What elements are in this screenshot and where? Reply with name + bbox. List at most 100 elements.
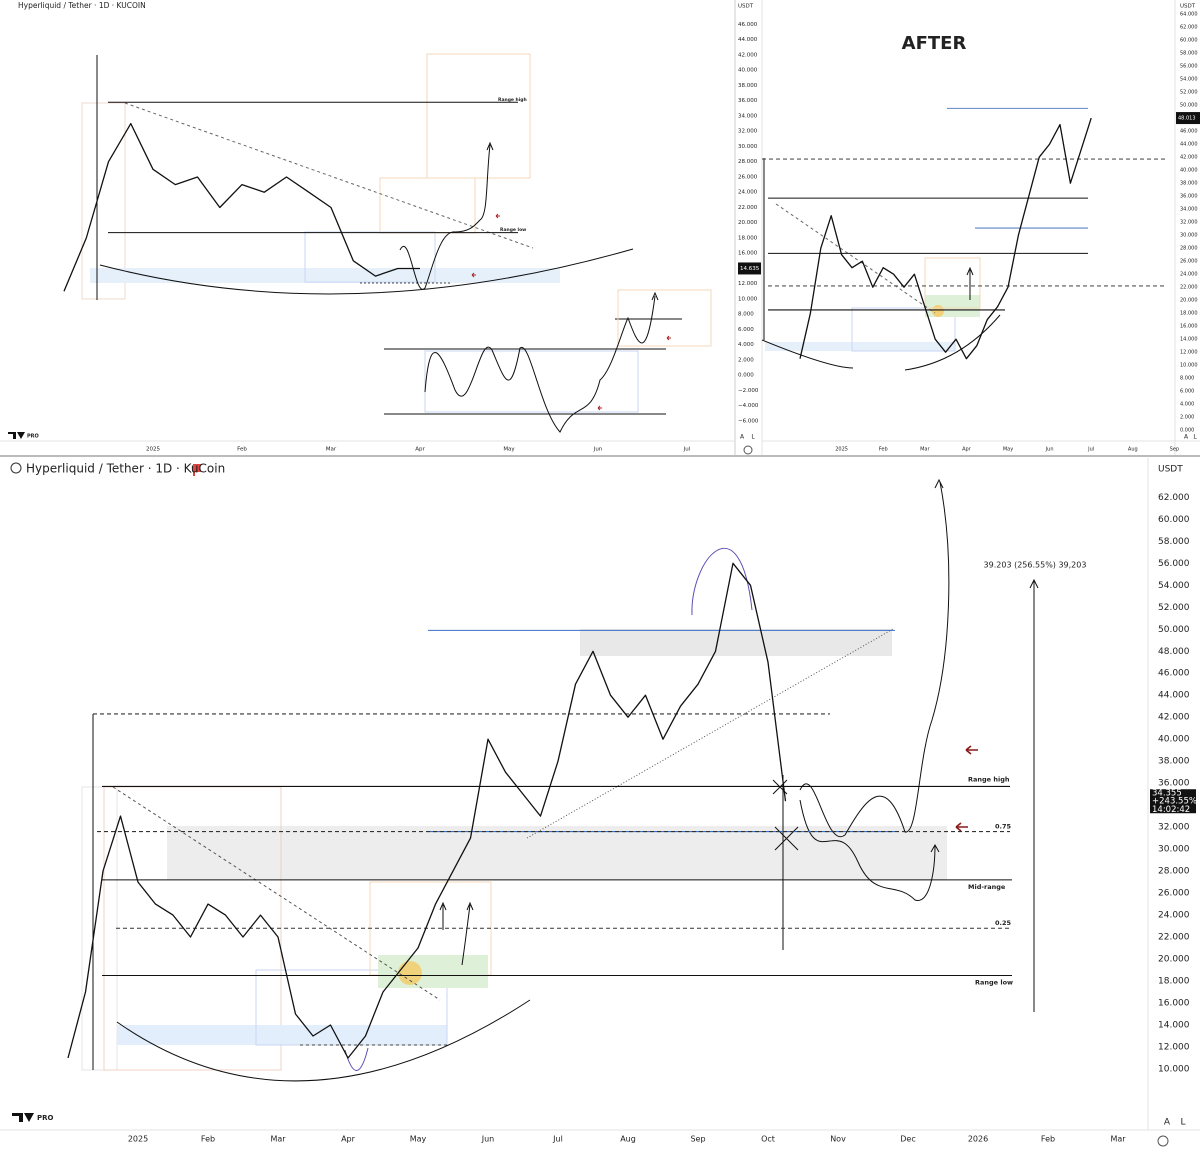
x-tick-label: Jul <box>552 1135 563 1144</box>
y-tick-label: 30.000 <box>738 144 758 150</box>
y-tick-label: 40.000 <box>1158 735 1190 745</box>
level-label: Range low <box>500 227 526 233</box>
x-tick-label: Jun <box>481 1135 495 1144</box>
x-tick-label: Mar <box>270 1135 286 1144</box>
axis-button[interactable]: A <box>1164 1118 1171 1128</box>
x-tick-label: 2025 <box>128 1135 148 1144</box>
logo-mark <box>12 1113 34 1122</box>
price-tag-text: +243.55% <box>1152 797 1197 807</box>
arrow-head <box>934 478 944 489</box>
x-tick-label: Jun <box>1045 447 1054 453</box>
zone-outline <box>424 350 639 413</box>
y-tick-label: 8.000 <box>1180 376 1194 382</box>
projection-path <box>799 481 950 838</box>
x-tick-label: May <box>503 447 515 453</box>
y-tick-label: 14.000 <box>1180 337 1198 343</box>
axis-button[interactable]: A <box>1184 434 1189 441</box>
x-tick-label: Feb <box>1041 1135 1055 1144</box>
price-tag-text: 14.635 <box>740 266 760 272</box>
arrow <box>461 901 474 966</box>
price-tag-text: 34.355 <box>1152 789 1182 799</box>
y-tick-label: 16.000 <box>1180 324 1198 330</box>
y-tick-label: 40.000 <box>738 68 758 74</box>
currency-label: USDT <box>1158 465 1183 475</box>
x-tick-label: Feb <box>879 447 888 453</box>
y-tick-label: 20.000 <box>1180 298 1198 304</box>
price-tag <box>1150 789 1196 814</box>
y-tick-label: 16.000 <box>738 251 758 257</box>
y-tick-label: 10.000 <box>738 296 758 302</box>
bowl-curve <box>904 314 1001 371</box>
y-tick-label: 56.000 <box>1158 559 1190 569</box>
axis-button[interactable]: L <box>751 434 755 441</box>
zone-outline <box>617 289 712 347</box>
y-tick-label: 64.000 <box>1180 12 1198 18</box>
bowl-curve <box>99 248 634 295</box>
y-tick-label: −2.000 <box>738 388 759 394</box>
demand-zone <box>117 1025 447 1045</box>
y-tick-label: 22.000 <box>1158 933 1190 943</box>
y-tick-label: 46.000 <box>738 22 758 28</box>
y-tick-label: 30.000 <box>1158 845 1190 855</box>
trend-line <box>112 786 441 1001</box>
y-tick-label: 42.000 <box>1158 713 1190 723</box>
y-tick-label: 44.000 <box>738 37 758 43</box>
y-tick-label: 22.000 <box>738 205 758 211</box>
y-tick-label: 2.000 <box>738 357 754 363</box>
y-tick-label: 44.000 <box>1158 691 1190 701</box>
x-tick-label: Dec <box>900 1135 915 1144</box>
y-tick-label: 36.000 <box>1158 779 1190 789</box>
logo-text: PRO <box>37 1114 54 1122</box>
y-tick-label: 18.000 <box>738 235 758 241</box>
axis-button[interactable]: A <box>740 434 745 441</box>
arrow-marker <box>471 272 476 278</box>
trend-line <box>775 203 936 314</box>
x-tick-label: Mar <box>920 447 930 453</box>
y-tick-label: −6.000 <box>738 418 759 424</box>
y-tick-label: 20.000 <box>738 220 758 226</box>
bowl-curve <box>761 339 854 369</box>
x-tick-label: 2026 <box>968 1135 988 1144</box>
level-label: Range low <box>975 979 1013 987</box>
y-tick-label: 52.000 <box>1158 603 1190 613</box>
x-tick-label: Jul <box>1087 447 1094 453</box>
x-tick-label: 2025 <box>835 447 848 453</box>
x-tick-label: Jul <box>683 447 691 453</box>
y-tick-label: 18.000 <box>1158 977 1190 987</box>
arrow-marker <box>965 745 978 755</box>
price-line <box>799 117 1092 360</box>
y-tick-label: 38.000 <box>1158 757 1190 767</box>
level-label: Range high <box>968 775 1010 783</box>
y-tick-label: 32.000 <box>738 129 758 135</box>
y-tick-label: 12.000 <box>1158 1042 1190 1052</box>
y-tick-label: 62.000 <box>1180 25 1198 31</box>
x-tick-label: Apr <box>415 447 425 453</box>
x-tick-label: Jun <box>593 447 603 453</box>
x-tick-label: Oct <box>761 1135 775 1144</box>
y-tick-label: 58.000 <box>1180 51 1198 57</box>
axis-button[interactable]: L <box>1193 434 1197 441</box>
breakout-zone <box>378 955 488 988</box>
level-label: 0.75 <box>995 823 1012 831</box>
y-tick-label: −4.000 <box>738 403 759 409</box>
annotations <box>8 53 712 439</box>
supply-zone <box>580 629 892 656</box>
y-tick-label: 38.000 <box>738 83 758 89</box>
axis-button[interactable]: L <box>1180 1118 1185 1128</box>
y-tick-label: 0.000 <box>1180 428 1194 434</box>
x-tick-label: Mar <box>1110 1135 1126 1144</box>
y-tick-label: 10.000 <box>1180 363 1198 369</box>
zone-outline <box>81 102 126 300</box>
logo-text: PRO <box>27 434 39 440</box>
zone-outline <box>851 307 956 352</box>
x-tick-label: 2025 <box>146 447 160 453</box>
y-tick-label: 34.000 <box>738 113 758 119</box>
trend-line <box>526 628 894 839</box>
y-tick-label: 48.000 <box>1158 647 1190 657</box>
y-tick-label: 4.000 <box>738 342 754 348</box>
y-tick-label: 58.000 <box>1158 537 1190 547</box>
arrow-marker <box>597 405 602 411</box>
y-tick-label: 26.000 <box>1180 259 1198 265</box>
zone-outline <box>255 969 448 1046</box>
